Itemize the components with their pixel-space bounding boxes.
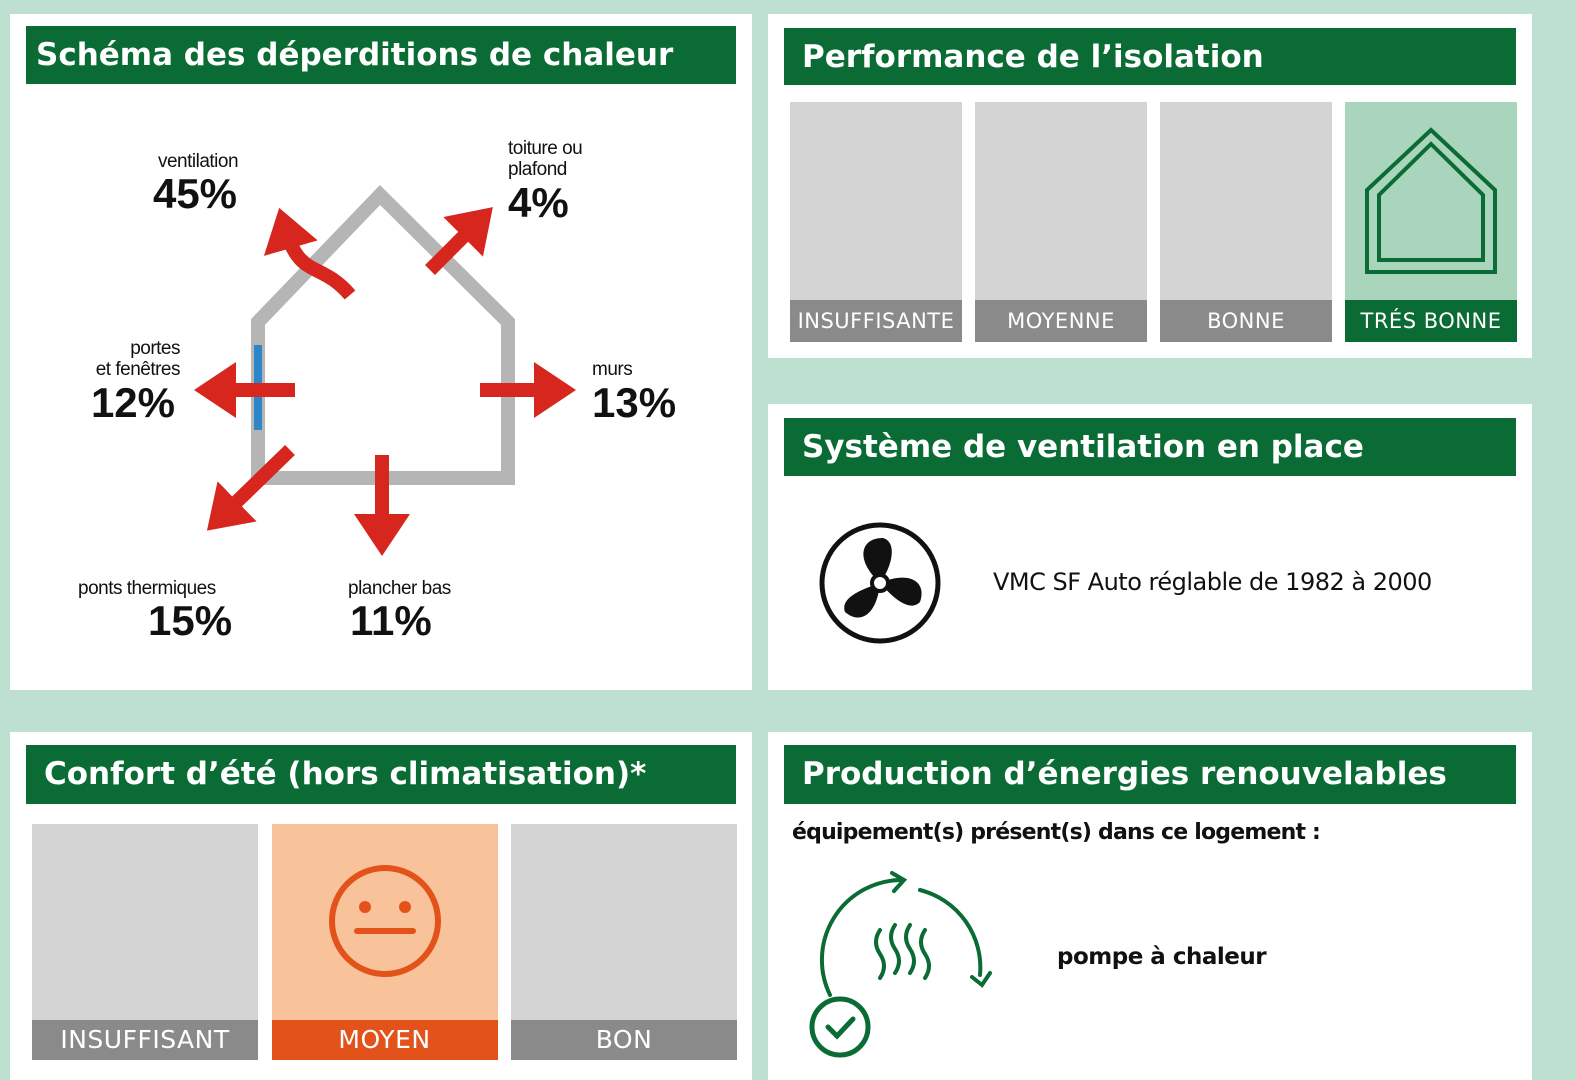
insulation-tile: BONNE — [1160, 102, 1332, 342]
face-icon — [328, 865, 441, 977]
level-label: BON — [511, 1020, 737, 1060]
loss-label: portes — [130, 338, 180, 359]
level-label: MOYEN — [271, 1020, 498, 1060]
renewables-subtitle: équipement(s) présent(s) dans ce logemen… — [792, 820, 1321, 845]
panel-title: Confort d’été (hors climatisation)* — [26, 745, 736, 804]
equipment-list: pompe à chaleur — [1057, 944, 1267, 970]
loss-value: 4% — [508, 179, 569, 226]
arrows — [194, 207, 576, 556]
summer-tile: INSUFFISANT — [32, 824, 258, 1060]
ventilation-system: VMC SF Auto réglable de 1982 à 2000 — [993, 568, 1432, 596]
loss-value: 45% — [153, 170, 237, 217]
fan-icon — [819, 522, 941, 644]
panel-title: Performance de l’isolation — [784, 28, 1516, 85]
loss-value: 12% — [91, 379, 175, 426]
loss-label: ventilation — [158, 151, 238, 172]
loss-label: murs — [592, 359, 632, 380]
heat-pump-icon — [809, 871, 992, 1058]
heat-loss-panel — [10, 14, 752, 690]
loss-value: 15% — [148, 597, 232, 644]
insulation-tile: MOYENNE — [975, 102, 1147, 342]
loss-label: plafond — [508, 159, 567, 180]
loss-value: 11% — [350, 597, 432, 644]
house-icon — [1365, 127, 1497, 274]
insulation-tile: INSUFFISANTE — [790, 102, 962, 342]
loss-label: ponts thermiques — [78, 578, 216, 599]
loss-value: 13% — [592, 379, 676, 426]
panel-title: Schéma des déperditions de chaleur — [26, 26, 736, 84]
equipment-item: pompe à chaleur — [1057, 944, 1267, 970]
summer-tile: BON — [511, 824, 737, 1060]
panel-title: Production d’énergies renouvelables — [784, 745, 1516, 804]
loss-label: et fenêtres — [96, 359, 180, 380]
level-label: TRÉS BONNE — [1345, 300, 1517, 342]
loss-label: plancher bas — [348, 578, 451, 599]
insulation-tile: TRÉS BONNE — [1345, 102, 1517, 342]
summer-tile: MOYEN — [271, 824, 498, 1060]
loss-label: toiture ou — [508, 138, 582, 159]
level-label: BONNE — [1160, 300, 1332, 342]
level-label: MOYENNE — [975, 300, 1147, 342]
level-label: INSUFFISANT — [32, 1020, 258, 1060]
panel-title: Système de ventilation en place — [784, 418, 1516, 476]
level-label: INSUFFISANTE — [790, 300, 962, 342]
